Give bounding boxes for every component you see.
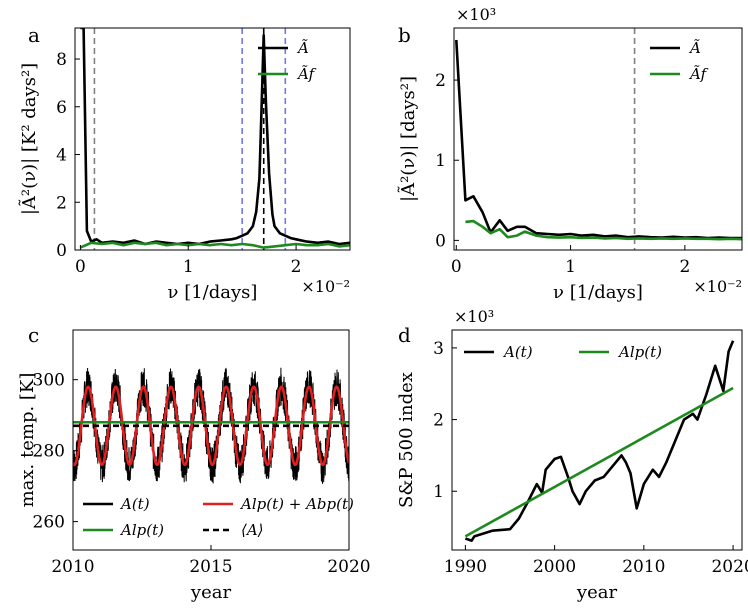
axes-frame xyxy=(451,329,743,551)
legend-label: Alp(t) xyxy=(617,343,662,361)
plot-area xyxy=(464,340,735,542)
x-multiplier: ×10⁻² xyxy=(693,277,742,296)
legend-label: A(t) xyxy=(119,495,150,513)
legend-label: Ãf xyxy=(688,65,709,83)
panel-b: b 0 1 2 0 1 2 ν [1/days] |Ã²(ν)| [days²] ×10⁻² ×10… xyxy=(397,5,743,303)
series-0 xyxy=(464,340,735,542)
panel-label: d xyxy=(398,323,411,347)
y-tick-label: 1 xyxy=(435,151,446,171)
y-tick-label: 3 xyxy=(433,339,444,359)
y-axis-label: |Ã²(ν)| [K² days²] xyxy=(18,63,40,215)
y-tick-label: 6 xyxy=(56,98,67,118)
legend-label: Ã xyxy=(296,39,309,57)
y-axis-label: max. temp. [K] xyxy=(17,373,38,508)
legend-label: ⟨A⟩ xyxy=(241,521,264,539)
legend-label: Ã xyxy=(688,39,701,57)
series-1 xyxy=(464,386,734,538)
x-multiplier: ×10⁻² xyxy=(301,277,350,296)
y-tick-label: 2 xyxy=(56,193,67,213)
x-tick-label: 0 xyxy=(75,257,86,277)
plot-area xyxy=(73,367,349,484)
x-tick-label: 2010 xyxy=(51,557,94,577)
x-axis-label: ν [1/days] xyxy=(553,282,643,303)
y-multiplier: ×10³ xyxy=(456,5,496,24)
series-1 xyxy=(73,385,349,467)
x-tick-label: 2 xyxy=(291,257,302,277)
y-tick-label: 8 xyxy=(56,50,67,70)
x-axis-label: year xyxy=(576,582,618,603)
y-tick-label: 1 xyxy=(433,482,444,502)
plot-area xyxy=(455,28,742,250)
panel-a: a 0 1 2 0 2 4 6 8 ν [1/days] |Ã²(ν)| [K² days²] ×10… xyxy=(18,23,351,303)
y-tick-label: 4 xyxy=(56,146,67,166)
y-tick-label: 280 xyxy=(33,442,65,462)
y-tick-label: 2 xyxy=(433,411,444,431)
y-tick-label: 2 xyxy=(435,71,446,91)
series-1 xyxy=(465,219,742,241)
y-tick-label: 0 xyxy=(56,241,67,261)
y-tick-label: 0 xyxy=(435,231,446,251)
x-tick-label: 0 xyxy=(451,257,462,277)
x-tick-label: 2015 xyxy=(189,557,232,577)
y-tick-label: 260 xyxy=(33,513,65,533)
legend-label: Ãf xyxy=(296,65,317,83)
legend-label: Alp(t) xyxy=(119,521,164,539)
x-tick-label: 1 xyxy=(565,257,576,277)
y-tick-label: 300 xyxy=(33,371,65,391)
panel-label: c xyxy=(28,323,39,347)
panel-label: b xyxy=(398,23,411,47)
x-tick-label: 2000 xyxy=(533,557,576,577)
y-multiplier: ×10³ xyxy=(454,307,494,326)
x-tick-label: 1 xyxy=(183,257,194,277)
y-axis-label: |Ã²(ν)| [days²] xyxy=(397,76,419,202)
x-axis-label: year xyxy=(190,582,232,603)
legend-label: Alp(t) + Abp(t) xyxy=(239,495,354,513)
series-1 xyxy=(79,241,350,249)
series-0 xyxy=(80,28,350,246)
x-tick-label: 2020 xyxy=(711,557,748,577)
panel-label: a xyxy=(28,23,40,47)
y-axis-label: S&P 500 index xyxy=(396,372,417,508)
series-0 xyxy=(73,367,349,484)
x-axis-label: ν [1/days] xyxy=(168,282,258,303)
panel-d: d 1990 2000 2010 2020 1 2 3 year S&P 500 index ×10… xyxy=(396,307,748,603)
axes-frame xyxy=(72,329,350,551)
x-tick-label: 2010 xyxy=(622,557,665,577)
x-tick-label: 2 xyxy=(679,257,690,277)
x-tick-label: 2020 xyxy=(327,557,370,577)
axes-frame xyxy=(453,27,743,251)
legend-label: A(t) xyxy=(502,343,533,361)
plot-area xyxy=(79,28,350,250)
axes-frame xyxy=(74,27,351,251)
panel-c: c 2010 2015 2020 260 280 300 year max. temp. [K]… xyxy=(17,323,371,603)
x-tick-label: 1990 xyxy=(444,557,487,577)
